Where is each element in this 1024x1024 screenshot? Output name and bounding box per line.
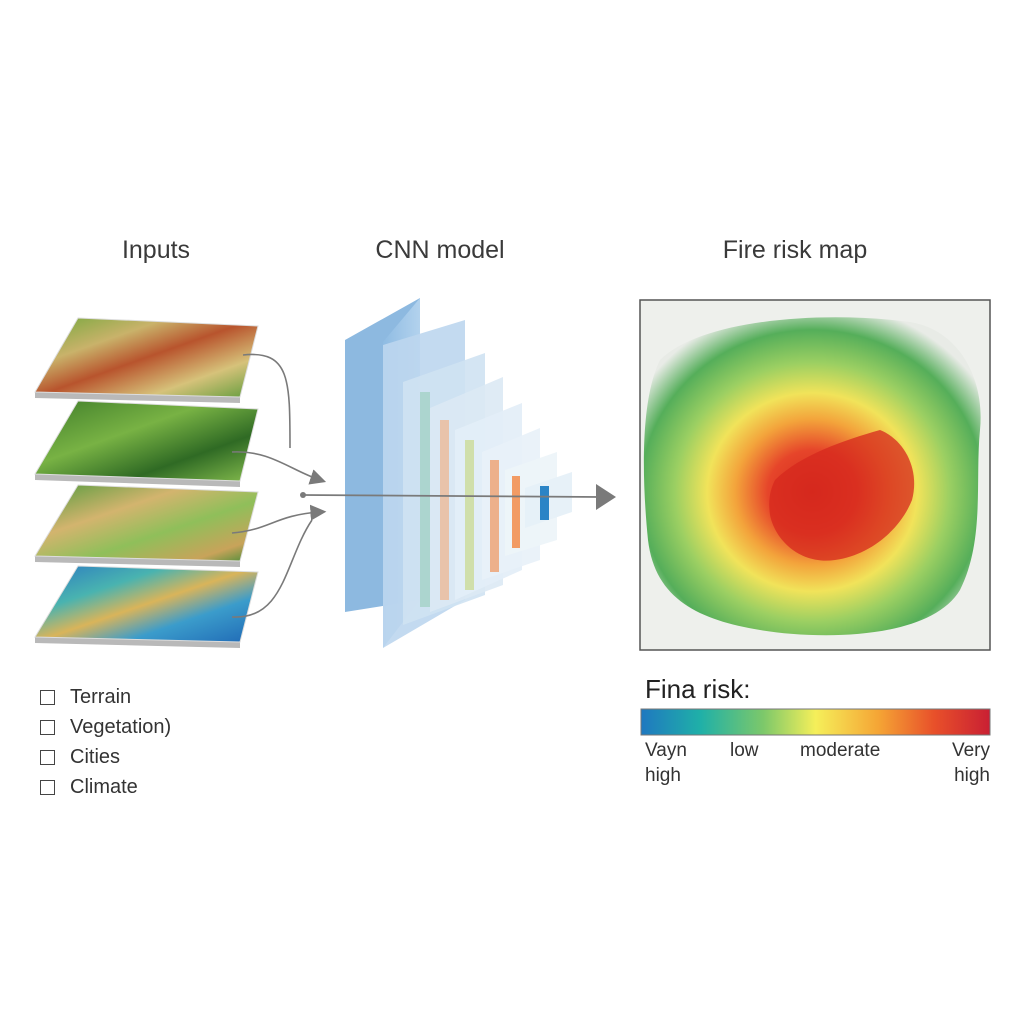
- legend-item-climate[interactable]: Climate: [40, 772, 171, 802]
- input-legend: Terrain Vegetation) Cities Climate: [40, 682, 171, 802]
- risk-label-low: low: [730, 740, 759, 761]
- inputs-heading: Inputs: [121, 236, 191, 264]
- vegetation-connector: [231, 451, 327, 485]
- vegetation-layer-tile: [34, 400, 259, 487]
- arrow-origin-dot: [300, 492, 306, 498]
- input-layer-stack: [34, 317, 259, 648]
- vegetation-checkbox[interactable]: [40, 719, 55, 735]
- fire-risk-map-heading: Fire risk map: [722, 236, 868, 264]
- cities-connector: [231, 504, 327, 534]
- legend-item-cities[interactable]: Cities: [40, 742, 171, 772]
- pipeline-arrow: [301, 494, 601, 498]
- climate-connector: [231, 519, 313, 618]
- legend-label: Cities: [70, 745, 121, 768]
- risk-color-bar: [640, 708, 991, 736]
- legend-label: Terrain: [70, 685, 132, 708]
- climate-checkbox[interactable]: [40, 779, 55, 795]
- legend-item-terrain[interactable]: Terrain: [40, 682, 171, 712]
- arrow-head-icon: [596, 484, 616, 510]
- cnn-layer-stack: [345, 298, 572, 648]
- terrain-checkbox[interactable]: [40, 689, 55, 705]
- legend-label: Vegetation): [70, 715, 172, 738]
- input-connectors: [231, 353, 327, 618]
- cities-checkbox[interactable]: [40, 749, 55, 765]
- risk-label-lowest: Vayn high: [645, 740, 687, 786]
- legend-label: Climate: [70, 775, 138, 798]
- fire-risk-map: [639, 299, 991, 651]
- risk-label-moderate: moderate: [800, 740, 881, 761]
- terrain-layer-tile: [34, 317, 259, 403]
- legend-item-vegetation[interactable]: Vegetation): [40, 712, 171, 742]
- terrain-connector: [242, 353, 291, 449]
- cnn-model-heading: CNN model: [375, 236, 505, 264]
- risk-legend-title: Fina risk:: [645, 674, 751, 704]
- climate-layer-tile: [34, 565, 259, 648]
- cnn-layer-8: [525, 472, 572, 528]
- cities-layer-tile: [34, 484, 259, 567]
- risk-label-very-high: Very high: [951, 740, 990, 786]
